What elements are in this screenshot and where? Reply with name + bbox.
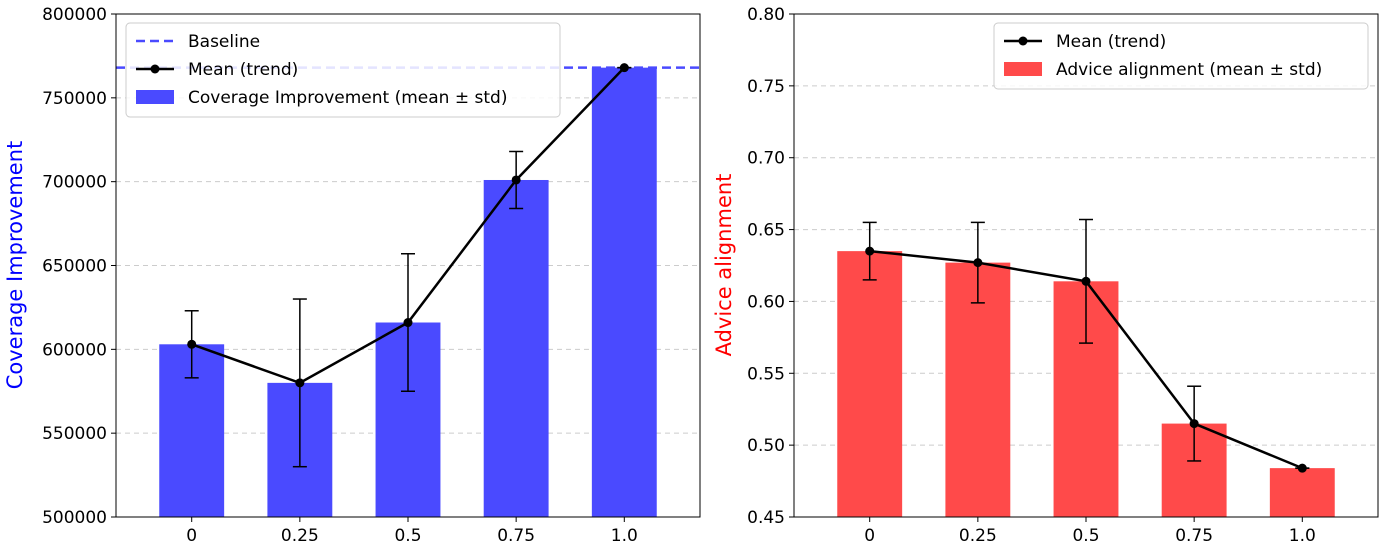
legend-frame bbox=[125, 22, 561, 118]
y-tick-label: 0.70 bbox=[747, 149, 785, 169]
x-tick-label: 0 bbox=[864, 526, 875, 546]
x-tick-label: 0.5 bbox=[394, 526, 421, 546]
legend-label: Mean (trend) bbox=[1056, 32, 1166, 52]
trend-point bbox=[1081, 276, 1091, 286]
legend-label: Coverage Improvement (mean ± std) bbox=[188, 88, 507, 108]
x-tick-label: 1.0 bbox=[611, 526, 638, 546]
legend-label: Baseline bbox=[188, 32, 260, 52]
legend-frame bbox=[993, 22, 1369, 90]
x-tick-label: 0.75 bbox=[1175, 526, 1213, 546]
y-tick-label: 0.80 bbox=[747, 5, 785, 25]
x-tick-label: 0.25 bbox=[959, 526, 997, 546]
trend-point bbox=[619, 63, 629, 73]
bar bbox=[483, 179, 549, 518]
x-tick-label: 0.5 bbox=[1072, 526, 1099, 546]
legend-trend-marker bbox=[1018, 36, 1028, 46]
y-tick-label: 750000 bbox=[42, 89, 107, 109]
y-tick-label: 0.45 bbox=[747, 508, 785, 528]
trend-point bbox=[1297, 463, 1307, 473]
x-tick-label: 0.25 bbox=[281, 526, 319, 546]
advice-chart: 0.45 0.50 0.55 0.60 0.65 0.70 0.75 0.80 0 0.25 0.5… bbox=[712, 5, 1379, 546]
legend-bar-swatch bbox=[136, 90, 174, 104]
trend-point bbox=[403, 318, 413, 328]
trend-point bbox=[295, 378, 305, 388]
bar bbox=[837, 251, 903, 517]
legend-label: Advice alignment (mean ± std) bbox=[1056, 60, 1322, 80]
y-tick-label: 0.60 bbox=[747, 292, 785, 312]
y-tick-label: 600000 bbox=[42, 340, 107, 360]
legend: Baseline Mean (trend) Coverage Improvement… bbox=[125, 22, 561, 118]
y-tick-label: 0.55 bbox=[747, 364, 785, 384]
trend-point bbox=[1189, 419, 1199, 429]
legend-bar-swatch bbox=[1004, 62, 1042, 76]
bar bbox=[591, 67, 657, 518]
legend-trend-marker bbox=[150, 64, 160, 74]
y-tick-label: 0.75 bbox=[747, 77, 785, 97]
trend-point bbox=[187, 339, 197, 349]
legend: Mean (trend) Advice alignment (mean ± std… bbox=[993, 22, 1369, 90]
x-tick-label: 1.0 bbox=[1289, 526, 1316, 546]
x-tick-label: 0.75 bbox=[497, 526, 535, 546]
y-tick-label: 550000 bbox=[42, 424, 107, 444]
y-axis-title: Advice alignment bbox=[712, 174, 736, 357]
y-tick-label: 700000 bbox=[42, 173, 107, 193]
trend-point bbox=[973, 258, 983, 268]
trend-point bbox=[511, 175, 521, 185]
bar bbox=[945, 262, 1011, 517]
y-tick-label: 650000 bbox=[42, 257, 107, 277]
coverage-chart: 500000 550000 600000 650000 700000 750000 8000… bbox=[3, 5, 701, 546]
y-tick-label: 0.50 bbox=[747, 436, 785, 456]
bar bbox=[1269, 468, 1335, 517]
y-tick-label: 800000 bbox=[42, 5, 107, 25]
y-axis-title: Coverage Improvement bbox=[3, 141, 27, 390]
y-tick-label: 0.65 bbox=[747, 221, 785, 241]
legend-label: Mean (trend) bbox=[188, 60, 298, 80]
trend-point bbox=[865, 246, 875, 256]
y-tick-label: 500000 bbox=[42, 508, 107, 528]
x-tick-label: 0 bbox=[186, 526, 197, 546]
